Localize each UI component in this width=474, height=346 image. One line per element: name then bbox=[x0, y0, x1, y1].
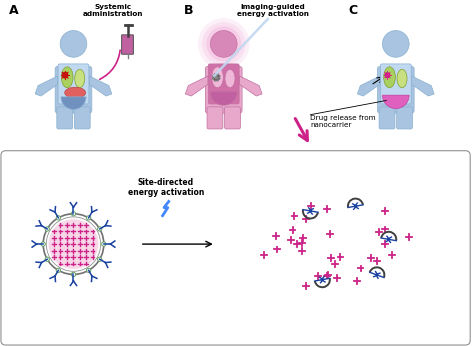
Circle shape bbox=[218, 75, 220, 77]
Circle shape bbox=[46, 217, 100, 271]
Circle shape bbox=[98, 227, 102, 231]
Circle shape bbox=[206, 26, 241, 61]
Wedge shape bbox=[210, 92, 237, 105]
Ellipse shape bbox=[211, 67, 223, 88]
FancyBboxPatch shape bbox=[397, 107, 412, 129]
Circle shape bbox=[202, 22, 246, 66]
FancyBboxPatch shape bbox=[379, 107, 395, 129]
Circle shape bbox=[214, 79, 216, 81]
FancyBboxPatch shape bbox=[122, 35, 134, 54]
Circle shape bbox=[86, 216, 91, 220]
Circle shape bbox=[212, 75, 214, 77]
FancyBboxPatch shape bbox=[57, 107, 73, 129]
Circle shape bbox=[383, 30, 409, 57]
Circle shape bbox=[218, 78, 220, 80]
FancyBboxPatch shape bbox=[58, 64, 89, 104]
Polygon shape bbox=[239, 76, 262, 96]
Polygon shape bbox=[35, 76, 58, 96]
Polygon shape bbox=[357, 76, 380, 96]
Circle shape bbox=[43, 214, 104, 274]
FancyBboxPatch shape bbox=[208, 64, 239, 104]
Circle shape bbox=[41, 242, 46, 246]
Ellipse shape bbox=[49, 219, 98, 269]
Ellipse shape bbox=[397, 69, 407, 88]
Circle shape bbox=[210, 30, 237, 57]
Wedge shape bbox=[383, 95, 409, 109]
Circle shape bbox=[56, 216, 61, 220]
Circle shape bbox=[198, 18, 250, 70]
Circle shape bbox=[217, 73, 219, 75]
FancyBboxPatch shape bbox=[74, 107, 90, 129]
Circle shape bbox=[45, 257, 49, 261]
Circle shape bbox=[212, 78, 214, 80]
Polygon shape bbox=[185, 76, 208, 96]
FancyBboxPatch shape bbox=[1, 151, 470, 345]
Circle shape bbox=[98, 257, 102, 261]
Ellipse shape bbox=[62, 67, 73, 88]
Text: Drug release from
nanocarrier: Drug release from nanocarrier bbox=[310, 115, 376, 128]
Polygon shape bbox=[89, 76, 112, 96]
Ellipse shape bbox=[75, 69, 85, 88]
Text: Imaging-guided
energy activation: Imaging-guided energy activation bbox=[237, 4, 309, 17]
Polygon shape bbox=[411, 76, 434, 96]
Circle shape bbox=[72, 212, 76, 216]
Circle shape bbox=[60, 30, 87, 57]
Circle shape bbox=[216, 79, 219, 81]
FancyBboxPatch shape bbox=[380, 64, 411, 104]
Circle shape bbox=[45, 227, 49, 231]
FancyBboxPatch shape bbox=[55, 66, 92, 113]
Text: B: B bbox=[184, 4, 193, 17]
Text: Site-directed
energy activation: Site-directed energy activation bbox=[128, 178, 204, 197]
Circle shape bbox=[101, 242, 106, 246]
Circle shape bbox=[385, 73, 390, 78]
Circle shape bbox=[56, 268, 61, 273]
Circle shape bbox=[72, 272, 76, 276]
FancyBboxPatch shape bbox=[207, 107, 223, 129]
Ellipse shape bbox=[225, 69, 235, 88]
Circle shape bbox=[86, 268, 91, 273]
FancyBboxPatch shape bbox=[377, 66, 414, 113]
Circle shape bbox=[214, 73, 216, 75]
Ellipse shape bbox=[65, 87, 86, 98]
Text: A: A bbox=[9, 4, 18, 17]
FancyBboxPatch shape bbox=[225, 107, 240, 129]
Text: C: C bbox=[348, 4, 357, 17]
Circle shape bbox=[213, 74, 219, 80]
Ellipse shape bbox=[383, 67, 395, 88]
Wedge shape bbox=[61, 97, 86, 109]
FancyBboxPatch shape bbox=[205, 66, 242, 113]
Circle shape bbox=[62, 72, 68, 78]
Text: Systemic
administration: Systemic administration bbox=[82, 4, 143, 17]
